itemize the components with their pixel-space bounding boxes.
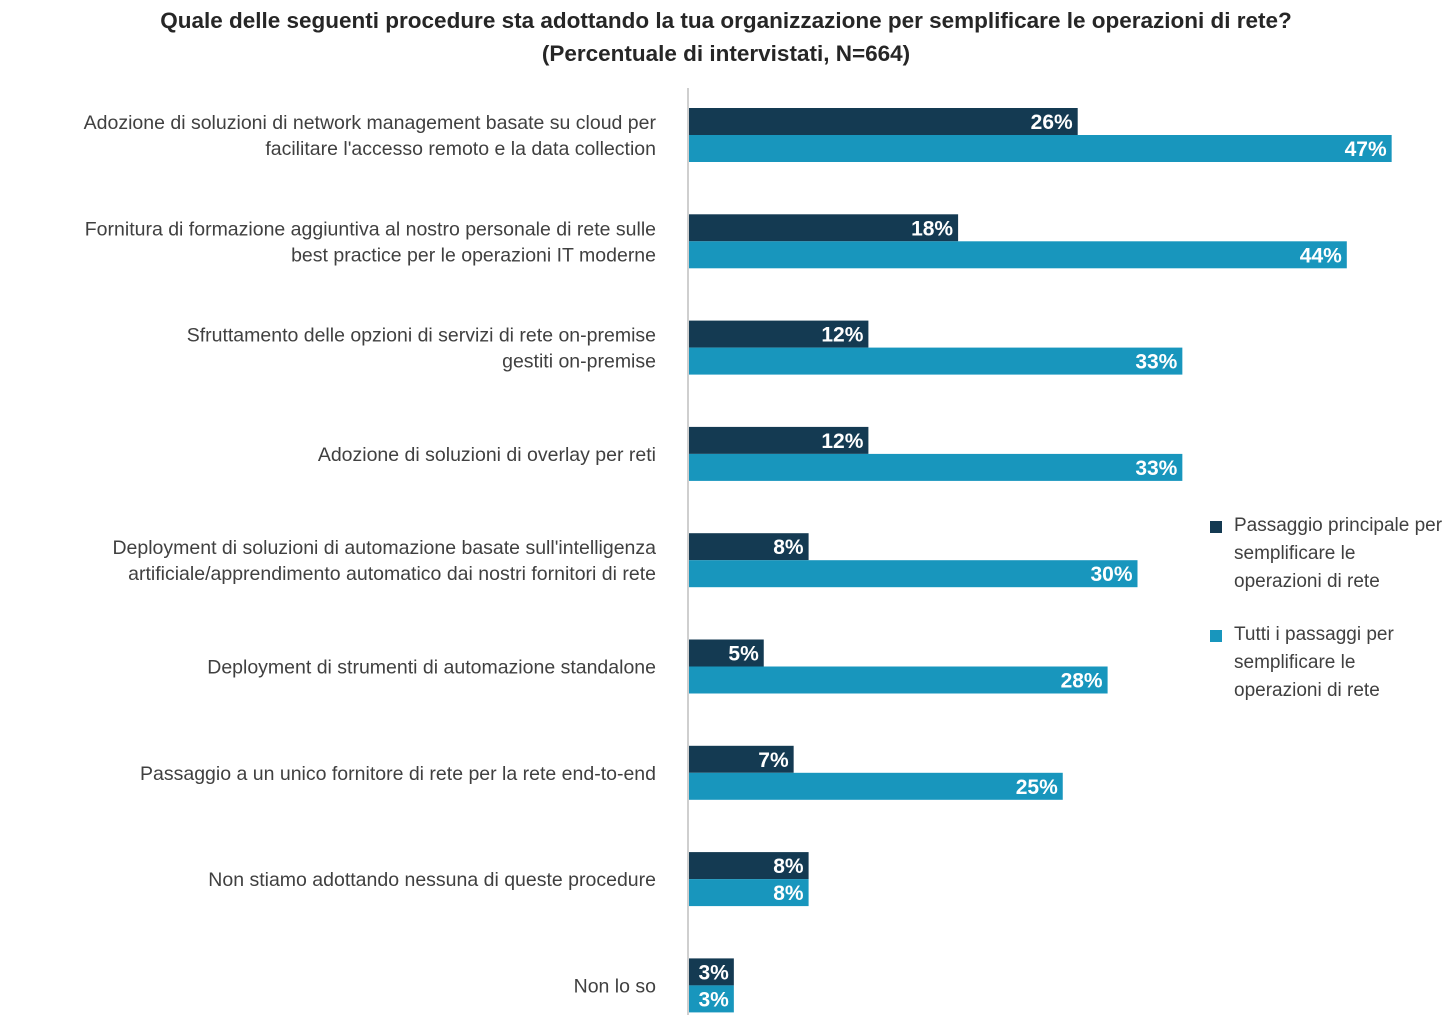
data-label-all: 33% bbox=[1135, 457, 1177, 480]
data-label-primary: 3% bbox=[698, 961, 729, 984]
data-label-primary: 8% bbox=[773, 536, 804, 559]
chart-title: Quale delle seguenti procedure sta adott… bbox=[0, 4, 1452, 70]
data-label-all: 33% bbox=[1135, 351, 1177, 374]
bar-all bbox=[689, 453, 1183, 481]
data-label-primary: 8% bbox=[773, 855, 804, 878]
bar-all bbox=[689, 560, 1138, 588]
bar-primary bbox=[689, 426, 869, 454]
bar-primary bbox=[689, 852, 809, 880]
legend-label-all: Tutti i passaggi per semplificare le ope… bbox=[1234, 624, 1394, 701]
data-label-primary: 26% bbox=[1031, 111, 1073, 134]
bar-all bbox=[689, 985, 734, 1013]
category-label: Passaggio a un unico fornitore di rete p… bbox=[140, 763, 656, 785]
bar-primary bbox=[689, 639, 764, 667]
chart-title-line-1: Quale delle seguenti procedure sta adott… bbox=[160, 8, 1292, 33]
category-label: Adozione di soluzioni di overlay per ret… bbox=[318, 444, 656, 466]
bar-primary bbox=[689, 745, 794, 773]
category-label: Deployment di soluzioni di automazione b… bbox=[112, 537, 656, 559]
data-label-all: 25% bbox=[1016, 776, 1058, 799]
bar-all bbox=[689, 879, 809, 907]
bar-primary bbox=[689, 108, 1078, 135]
category-label: gestiti on-premise bbox=[502, 351, 656, 373]
legend-item-all: Tutti i passaggi per semplificare le ope… bbox=[1210, 621, 1446, 705]
legend-item-primary: Passaggio principale per semplificare le… bbox=[1210, 512, 1446, 596]
bar-all bbox=[689, 241, 1347, 269]
bar-primary bbox=[689, 320, 869, 348]
data-label-primary: 12% bbox=[821, 430, 863, 453]
data-label-all: 47% bbox=[1345, 138, 1387, 161]
category-label: facilitare l'accesso remoto e la data co… bbox=[265, 138, 656, 160]
category-label: Deployment di strumenti di automazione s… bbox=[207, 657, 656, 679]
data-label-primary: 5% bbox=[728, 643, 759, 666]
category-label: artificiale/apprendimento automatico dai… bbox=[128, 563, 656, 585]
category-label: Non stiamo adottando nessuna di queste p… bbox=[208, 869, 656, 891]
bar-all bbox=[689, 772, 1063, 800]
data-label-all: 8% bbox=[773, 882, 804, 905]
bar-all bbox=[689, 135, 1392, 162]
data-label-all: 3% bbox=[698, 988, 729, 1011]
legend-swatch-primary bbox=[1210, 521, 1222, 533]
data-label-all: 28% bbox=[1061, 670, 1103, 693]
data-label-all: 30% bbox=[1090, 563, 1132, 586]
category-label: Adozione di soluzioni di network managem… bbox=[84, 112, 657, 134]
data-label-primary: 7% bbox=[758, 749, 789, 772]
category-label: Sfruttamento delle opzioni di servizi di… bbox=[187, 325, 656, 347]
data-label-primary: 18% bbox=[911, 217, 953, 240]
legend-swatch-all bbox=[1210, 630, 1222, 642]
bar-primary bbox=[689, 533, 809, 561]
chart-title-line-2: (Percentuale di intervistati, N=664) bbox=[541, 41, 911, 66]
bar-primary bbox=[689, 214, 959, 242]
data-label-all: 44% bbox=[1300, 244, 1342, 267]
legend: Passaggio principale per semplificare le… bbox=[1210, 512, 1446, 730]
category-label: best practice per le operazioni IT moder… bbox=[291, 244, 656, 266]
bar-all bbox=[689, 666, 1108, 694]
legend-label-primary: Passaggio principale per semplificare le… bbox=[1234, 515, 1443, 592]
bar-all bbox=[689, 347, 1183, 375]
data-label-primary: 12% bbox=[821, 324, 863, 347]
bar-primary bbox=[689, 958, 734, 986]
category-label: Fornitura di formazione aggiuntiva al no… bbox=[85, 218, 656, 240]
category-label: Non lo so bbox=[574, 975, 657, 997]
